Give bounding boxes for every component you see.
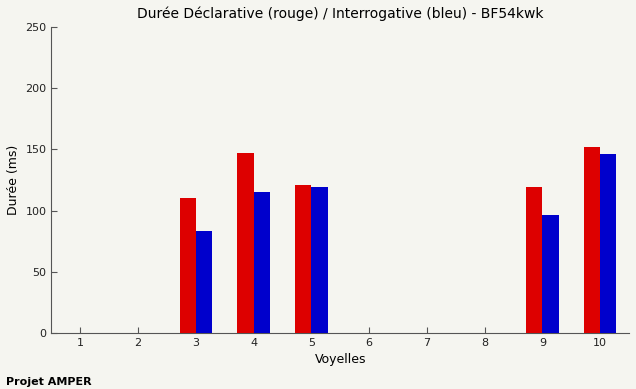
Bar [295, 185, 312, 333]
Text: Projet AMPER: Projet AMPER [6, 377, 92, 387]
Bar [526, 187, 543, 333]
Bar [196, 231, 212, 333]
Bar [254, 192, 270, 333]
X-axis label: Voyelles: Voyelles [315, 354, 366, 366]
Bar [180, 198, 196, 333]
Y-axis label: Durée (ms): Durée (ms) [7, 145, 20, 215]
Bar [584, 147, 600, 333]
Bar [543, 216, 558, 333]
Title: Durée Déclarative (rouge) / Interrogative (bleu) - BF54kwk: Durée Déclarative (rouge) / Interrogativ… [137, 7, 544, 21]
Bar [312, 187, 328, 333]
Bar [237, 153, 254, 333]
Bar [600, 154, 616, 333]
